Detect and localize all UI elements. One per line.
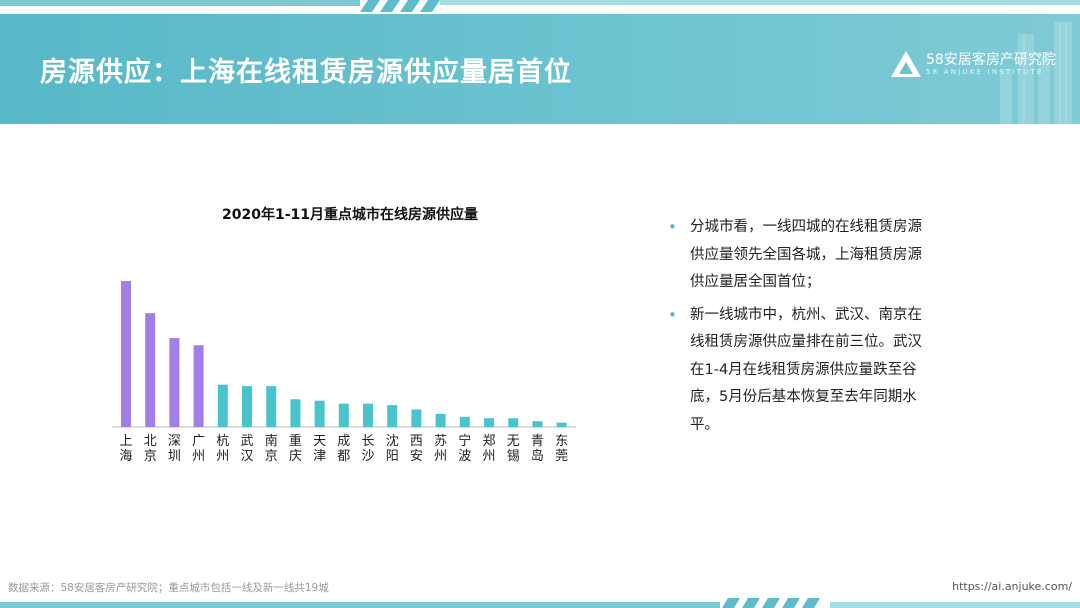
category-label-16: 无锡 bbox=[507, 434, 520, 464]
category-label-2: 深圳 bbox=[168, 434, 181, 464]
bullet-text: 分城市看，一线四城的在线租赁房源供应量领先全国各城，上海租赁房源供应量居全国首位… bbox=[690, 219, 922, 290]
category-label-12: 西安 bbox=[410, 434, 423, 464]
brand-logo: 58安居客房产研究院 58 ANJUKE INSTITUTE bbox=[890, 48, 1070, 88]
bullet-item: • 分城市看，一线四城的在线租赁房源供应量领先全国各城，上海租赁房源供应量居全国… bbox=[668, 214, 928, 297]
page-title: 房源供应：上海在线租赁房源供应量居首位 bbox=[40, 57, 572, 88]
category-label-5: 武汉 bbox=[240, 434, 253, 464]
bar-1 bbox=[145, 313, 156, 427]
bar-13 bbox=[435, 413, 446, 427]
category-label-4: 杭州 bbox=[216, 434, 229, 464]
category-label-6: 南京 bbox=[265, 433, 278, 464]
category-label-18: 东莞 bbox=[555, 434, 568, 464]
bar-0 bbox=[121, 281, 131, 427]
bar-5 bbox=[242, 386, 252, 427]
bar-3 bbox=[193, 345, 204, 427]
category-label-13: 苏州 bbox=[434, 433, 447, 464]
category-label-10: 长沙 bbox=[361, 434, 374, 464]
bullet-dot-icon: • bbox=[668, 305, 677, 324]
bullet-dot-icon: • bbox=[668, 218, 677, 236]
bullet-list: • 分城市看，一线四城的在线租赁房源供应量领先全国各城，上海租赁房源供应量居全国… bbox=[668, 214, 928, 439]
bar-4 bbox=[217, 384, 228, 427]
bar-18 bbox=[556, 422, 567, 427]
category-label-14: 宁波 bbox=[458, 433, 471, 464]
category-label-8: 天津 bbox=[313, 434, 326, 464]
bar-12 bbox=[411, 409, 422, 427]
category-label-15: 郑州 bbox=[482, 434, 495, 464]
bullet-text: 新一线城市中，杭州、武汉、南京在线租赁房源供应量排在前三位。武汉在1-4月在线租… bbox=[690, 306, 922, 433]
category-label-9: 成都 bbox=[337, 434, 350, 464]
category-label-1: 北京 bbox=[144, 434, 157, 464]
bar-16 bbox=[508, 418, 519, 427]
top-stripe-decoration bbox=[0, 0, 1080, 12]
bar-14 bbox=[459, 416, 470, 427]
header-band: 房源供应：上海在线租赁房源供应量居首位 58安居客房产研究院 58 ANJUKE… bbox=[0, 14, 1080, 124]
logo-subtitle: 58 ANJUKE INSTITUTE bbox=[926, 68, 1044, 76]
bar-15 bbox=[484, 418, 494, 427]
logo-mark-icon bbox=[891, 51, 921, 77]
bullet-item: • 新一线城市中，杭州、武汉、南京在线租赁房源供应量排在前三位。武汉在1-4月在… bbox=[668, 302, 928, 440]
bar-17 bbox=[532, 421, 543, 427]
data-source-note: 数据来源：58安居客房产研究院；重点城市包括一线及新一线共19城 bbox=[8, 582, 329, 594]
category-label-11: 沈阳 bbox=[386, 434, 399, 464]
category-label-0: 上海 bbox=[119, 434, 132, 464]
bar-10 bbox=[363, 403, 373, 427]
bottom-stripe-decoration bbox=[0, 598, 1080, 608]
category-label-3: 广州 bbox=[192, 434, 205, 464]
bar-9 bbox=[338, 403, 349, 427]
building-graphic bbox=[1000, 22, 1072, 124]
logo-name: 58安居客房产研究院 bbox=[926, 52, 1056, 68]
bar-6 bbox=[266, 386, 277, 427]
bar-8 bbox=[314, 400, 325, 427]
bar-2 bbox=[169, 337, 180, 427]
bar-11 bbox=[387, 405, 398, 427]
category-label-7: 重庆 bbox=[289, 433, 302, 464]
bar-7 bbox=[290, 399, 301, 427]
category-label-17: 青岛 bbox=[531, 434, 544, 464]
footer-url-link[interactable]: https://ai.anjuke.com/ bbox=[952, 580, 1072, 593]
chart-title: 2020年1-11月重点城市在线房源供应量 bbox=[222, 207, 478, 223]
